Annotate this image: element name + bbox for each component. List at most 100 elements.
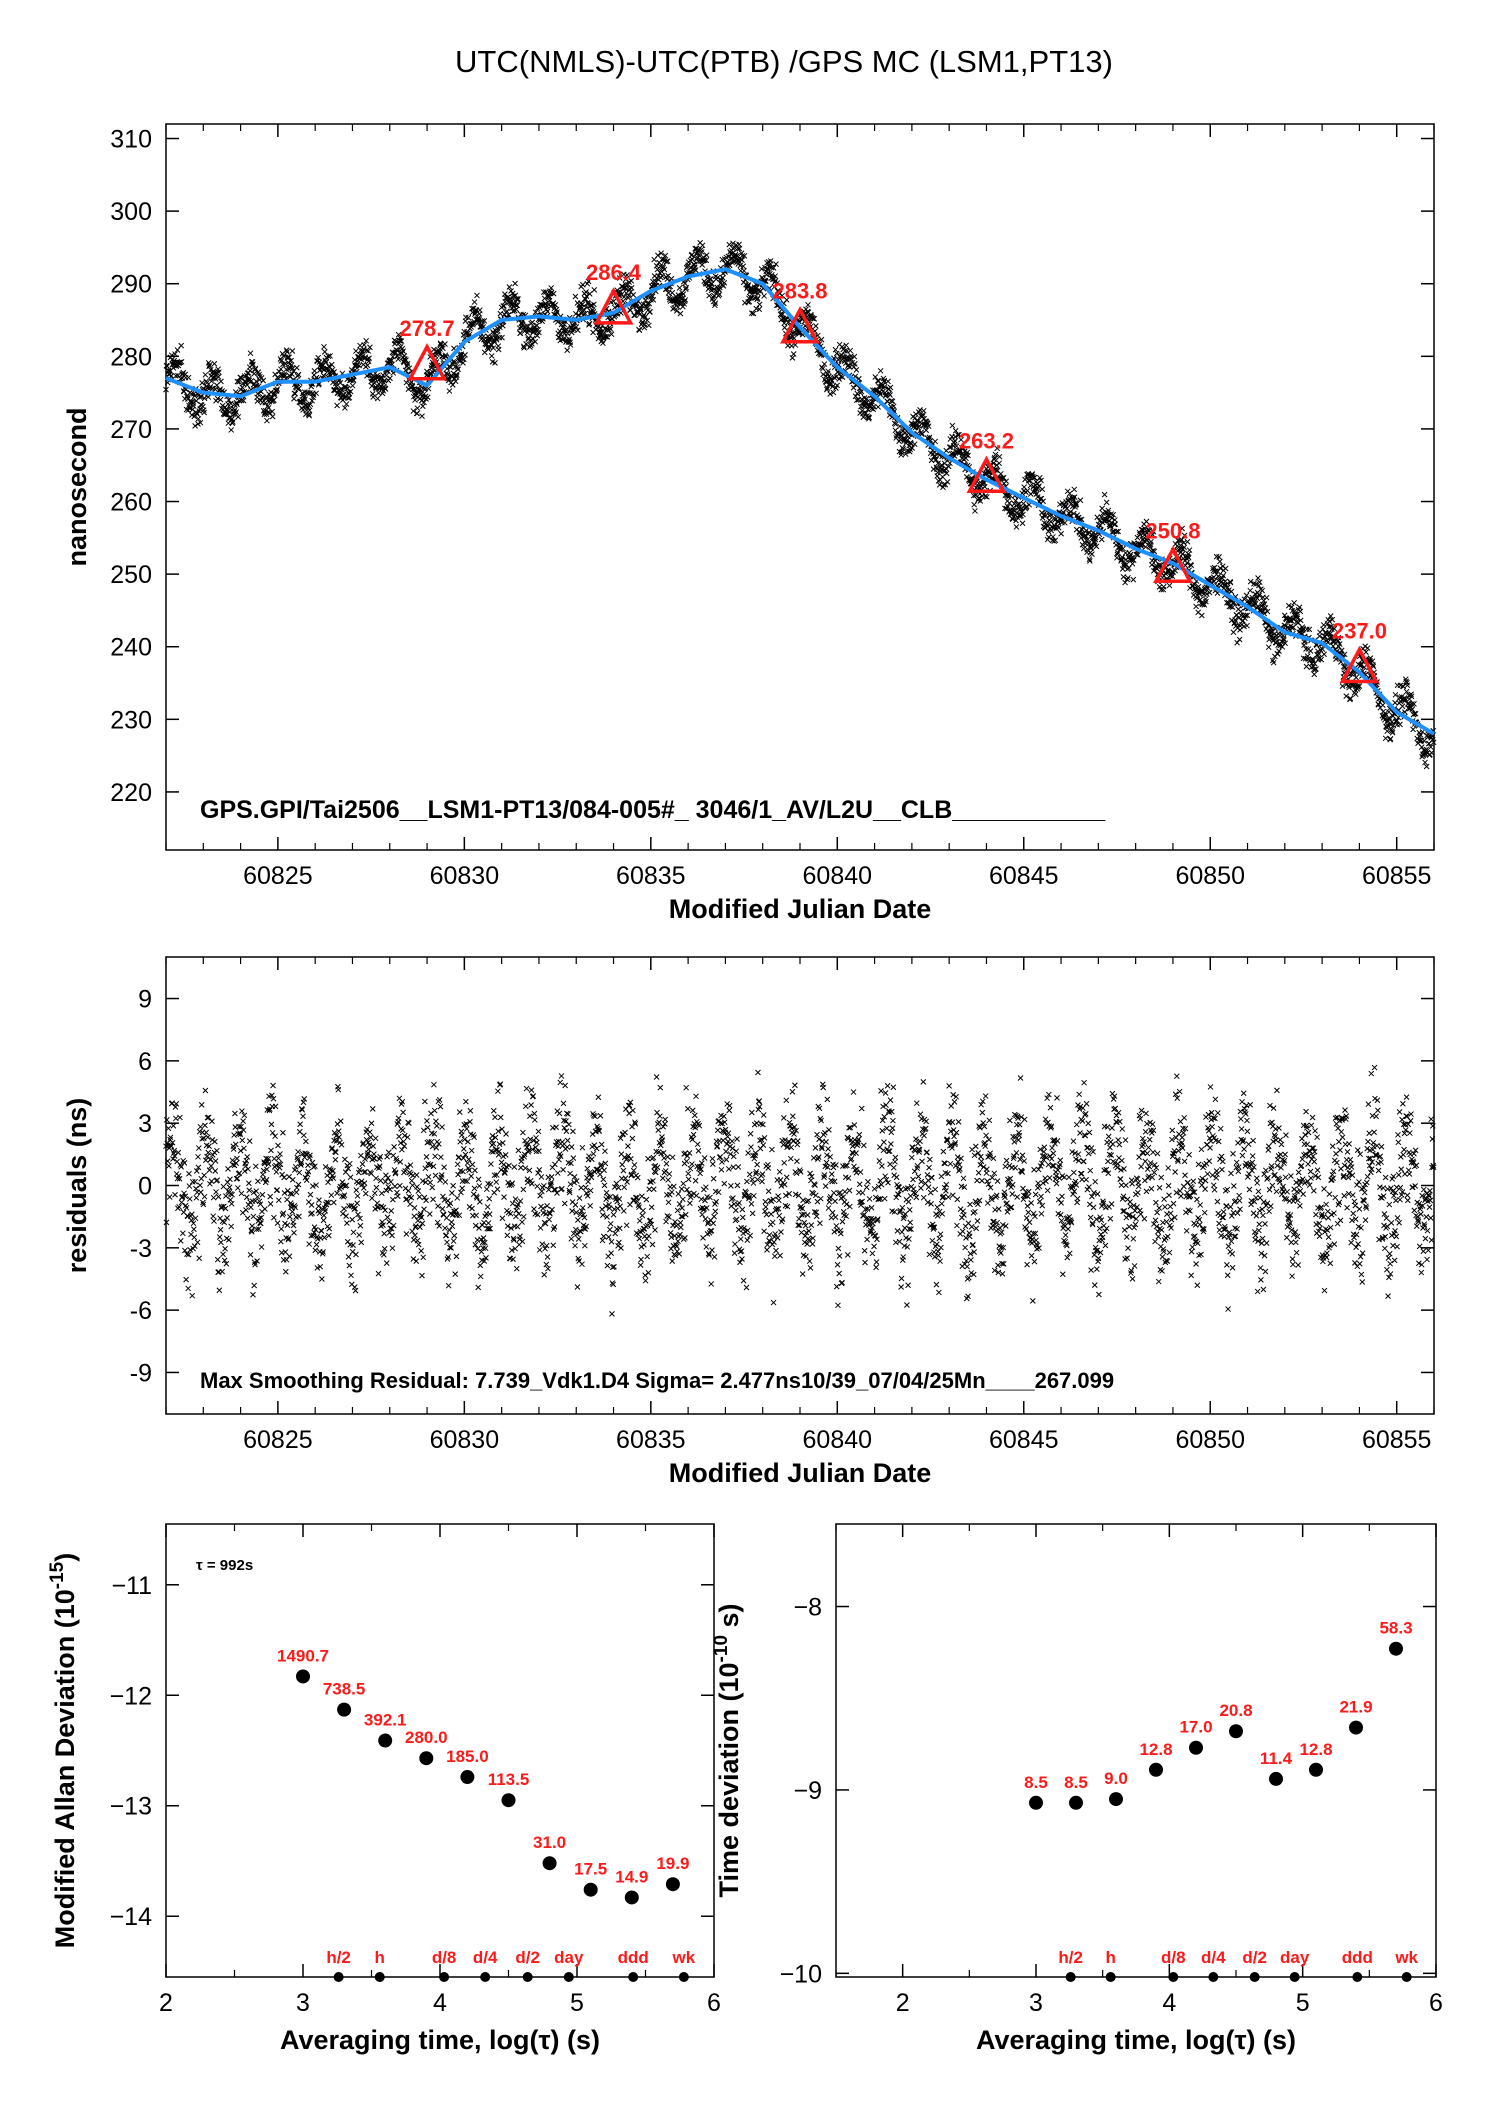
residual-point <box>689 1161 695 1167</box>
residual-point <box>794 1158 800 1165</box>
data-point <box>1321 651 1327 658</box>
residual-point <box>653 1074 660 1080</box>
data-point <box>853 397 860 404</box>
residual-point <box>218 1239 224 1246</box>
data-point <box>772 277 779 284</box>
data-point <box>1382 735 1389 742</box>
data-point <box>892 421 899 427</box>
data-point <box>1040 498 1046 505</box>
data-point <box>758 266 765 272</box>
data-point <box>185 374 192 381</box>
data-point <box>505 311 512 318</box>
data-point <box>419 413 425 419</box>
data-point <box>506 284 513 290</box>
residual-point <box>693 1093 699 1100</box>
data-point <box>449 382 456 388</box>
x-tick-label: 60845 <box>989 862 1059 890</box>
data-point <box>872 374 879 380</box>
residual-point <box>645 1233 652 1239</box>
residual-point <box>712 1208 719 1215</box>
residual-point <box>620 1208 627 1214</box>
residual-point <box>297 1121 304 1128</box>
residual-point <box>295 1148 301 1155</box>
data-point <box>756 301 763 308</box>
residual-points <box>163 1064 1437 1317</box>
residual-point <box>226 1184 233 1191</box>
residual-point <box>330 1199 337 1206</box>
residual-point <box>835 1302 841 1309</box>
residual-point <box>728 1203 735 1209</box>
residual-point <box>682 1235 688 1241</box>
residual-point <box>267 1193 274 1200</box>
residual-point <box>732 1207 739 1214</box>
residual-point <box>373 1175 379 1182</box>
data-point <box>825 368 831 375</box>
data-point <box>887 392 893 398</box>
data-point <box>471 299 478 305</box>
data-point <box>740 263 747 270</box>
residual-point <box>517 1233 523 1240</box>
residual-point <box>384 1214 391 1221</box>
data-point <box>819 365 826 372</box>
residual-point <box>500 1161 507 1168</box>
residual-point <box>274 1220 281 1226</box>
residual-point <box>531 1110 538 1117</box>
residual-point <box>729 1145 736 1152</box>
residual-point <box>501 1194 507 1200</box>
data-point <box>217 396 224 403</box>
residual-point <box>247 1251 254 1258</box>
residual-point <box>279 1171 285 1178</box>
residual-point <box>272 1133 278 1140</box>
residual-point <box>556 1110 563 1117</box>
residual-point <box>764 1241 771 1248</box>
residual-point <box>665 1199 672 1206</box>
residual-point <box>662 1116 669 1123</box>
data-point <box>774 280 781 286</box>
data-point <box>447 364 454 371</box>
residual-point <box>761 1135 768 1141</box>
y-axis-label: nanosecond <box>62 407 92 566</box>
data-point <box>271 392 278 399</box>
data-point <box>236 378 242 385</box>
residual-point <box>538 1188 545 1195</box>
data-point <box>490 330 497 337</box>
residual-point <box>458 1189 464 1196</box>
residual-point <box>312 1247 319 1254</box>
residual-point <box>240 1118 246 1124</box>
residual-point <box>203 1129 210 1136</box>
residual-point <box>507 1210 514 1217</box>
data-point <box>828 376 834 383</box>
data-point <box>1071 486 1078 493</box>
residual-point <box>686 1150 693 1156</box>
data-point <box>1061 519 1068 526</box>
y-tick-label: 220 <box>110 779 152 807</box>
data-point <box>495 346 502 353</box>
residual-point <box>669 1258 676 1265</box>
data-point <box>361 342 367 348</box>
residual-point <box>468 1147 475 1154</box>
residual-point <box>664 1154 671 1160</box>
residual-point <box>275 1197 282 1204</box>
residual-point <box>316 1197 322 1204</box>
residual-point <box>695 1148 702 1154</box>
data-point <box>499 334 505 341</box>
residual-point <box>816 1105 823 1112</box>
residual-point <box>708 1281 715 1287</box>
data-point <box>735 258 742 264</box>
data-point <box>366 355 372 362</box>
residual-point <box>278 1238 284 1245</box>
residual-point <box>644 1253 651 1260</box>
residual-point <box>608 1250 614 1257</box>
residual-point <box>844 1252 851 1258</box>
data-point <box>479 318 486 324</box>
residual-point <box>225 1166 231 1172</box>
data-point <box>370 394 377 400</box>
data-point <box>328 361 335 368</box>
residual-point <box>557 1079 564 1086</box>
data-point <box>1125 574 1131 581</box>
data-point <box>465 314 472 321</box>
data-point <box>889 398 896 405</box>
residual-point <box>255 1178 261 1185</box>
residual-point <box>530 1093 537 1099</box>
data-point <box>1103 499 1110 506</box>
